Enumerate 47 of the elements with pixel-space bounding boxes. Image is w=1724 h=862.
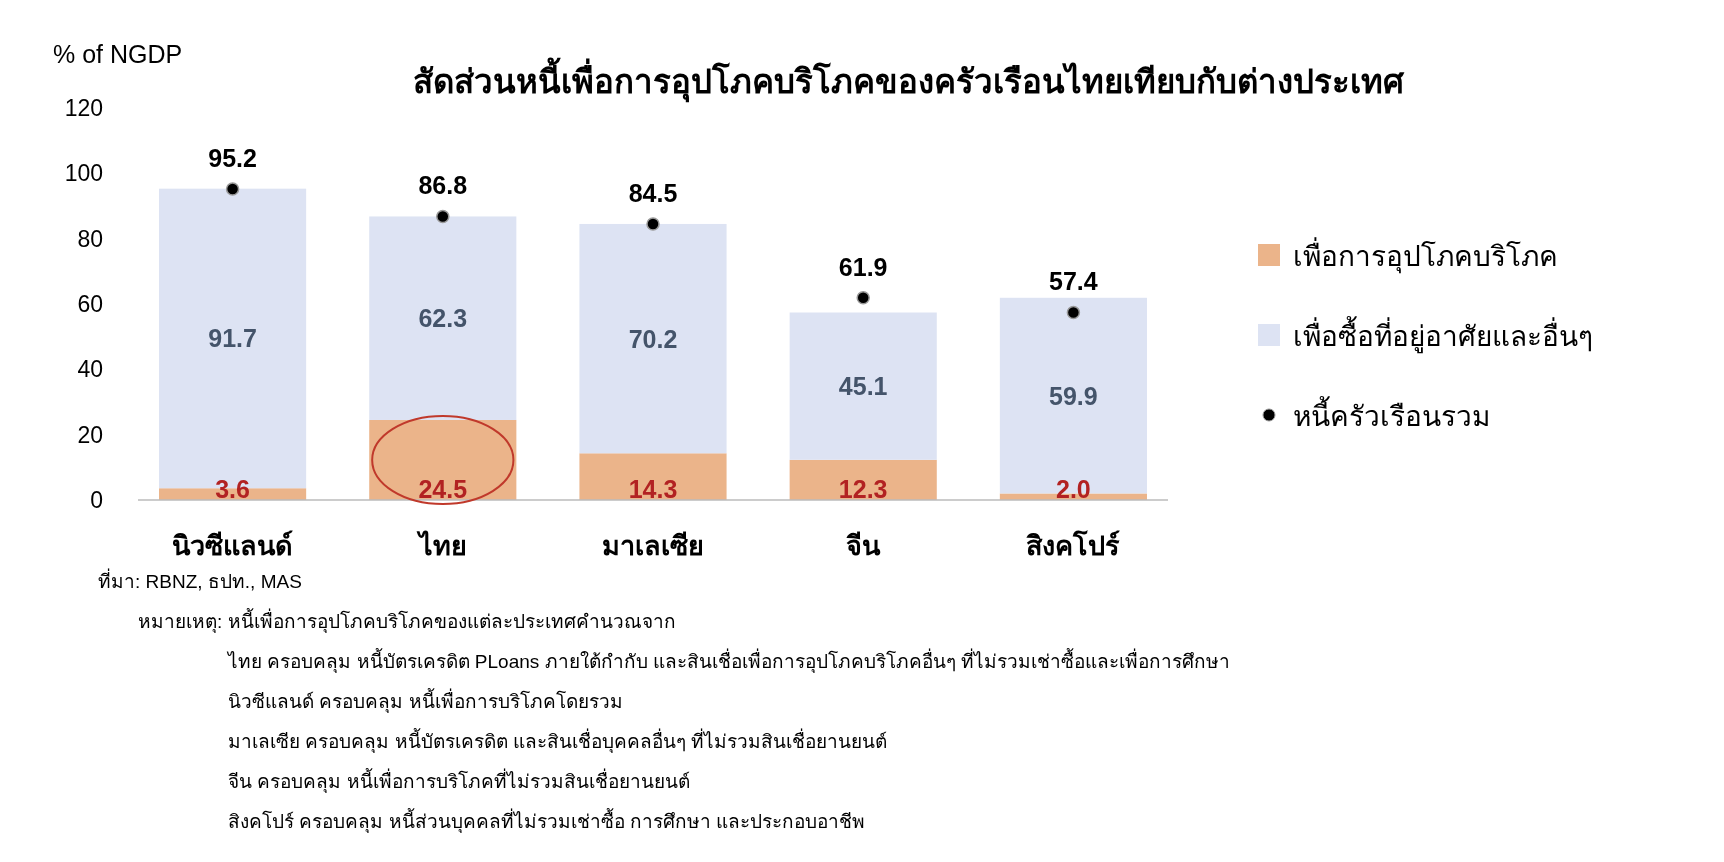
data-label: 2.0 [1056,475,1091,503]
x-tick-label: นิวซีแลนด์ [172,530,294,561]
y-tick-label: 80 [77,225,103,252]
data-label: 95.2 [208,144,257,173]
text: สิงคโปร์ ครอบคลุม หนี้ส่วนบุคคลที่ไม่รวมเช่าซื้อ การศึกษา และประกอบอาชีพ [228,808,866,834]
y-tick-label: 60 [77,291,103,317]
point [856,291,870,305]
y-axis-title: % of NGDP [53,40,183,68]
data-label: 86.8 [418,171,468,200]
text: ไทย ครอบคลุม หนี้บัตรเครดิต PLoans ภายใต้กำกับ และสินเชื่อเพื่อการอุปโภคบริโภคอื่นๆ ที่ไม่รวมเช่าซื้อและเพื่อการศึกษา [226,648,1231,674]
bar [369,216,517,420]
text: จีน ครอบคลุม หนี้เพื่อการบริโภคที่ไม่รวมสินเชื่อยานยนต์ [228,768,690,794]
data-label: 62.3 [418,304,468,333]
legend-label: เพื่อซื้อที่อยู่อาศัยและอื่นๆ [1293,316,1593,354]
x-tick-label: มาเลเซีย [602,531,704,561]
text: นิวซีแลนด์ ครอบคลุม หนี้เพื่อการบริโภคโดยรวม [228,688,623,714]
data-label: 45.1 [838,372,888,401]
bar [579,223,727,454]
point [436,209,450,224]
data-label: 61.9 [838,252,888,281]
point [1066,305,1081,320]
point [646,217,660,231]
data-label: 57.4 [1049,267,1098,296]
text: ที่มา: RBNZ, ธปท., MAS [98,568,302,592]
data-label: 24.5 [418,475,468,503]
point [225,182,240,196]
legend-label: หนี้ครัวเรือนรวม [1293,396,1490,432]
data-label: 70.2 [628,324,678,353]
y-tick-label: 100 [64,160,103,187]
chart-title: สัดส่วนหนี้เพื่อการอุปโภคบริโภคของครัวเรือนไทยเทียบกับต่างประเทศ [412,57,1405,103]
data-label: 91.7 [208,324,257,353]
text: มาเลเซีย ครอบคลุม หนี้บัตรเครดิต และสินเชื่อบุคคลอื่นๆ ที่ไม่รวมสินเชื่อยานยนต์ [228,728,888,754]
data-label: 12.3 [838,475,888,503]
data-label: 14.3 [628,475,678,503]
data-label: 59.9 [1049,381,1098,410]
x-tick-label: จีน [846,531,882,561]
y-tick-label: 40 [77,356,103,383]
y-tick-label: 0 [90,487,103,513]
y-tick-label: 20 [77,421,103,448]
bar [789,312,937,460]
x-tick-label: สิงคโปร์ [1026,529,1121,561]
data-label: 84.5 [628,178,678,207]
bar [579,453,727,500]
x-tick-label: ไทย [415,530,467,561]
legend-label: เพื่อการอุปโภคบริโภค [1293,237,1558,274]
y-tick-label: 120 [64,95,103,121]
text: หมายเหตุ: หนี้เพื่อการอุปโภคบริโภคของแต่ละประเทศคำนวณจาก [138,608,676,634]
